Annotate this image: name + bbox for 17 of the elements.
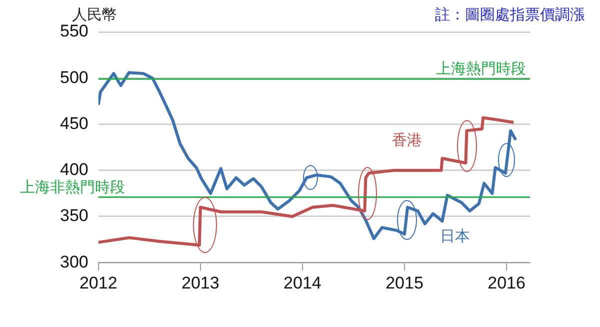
y-tick-label: 300 [60, 252, 88, 272]
x-tick-label: 2012 [79, 273, 118, 292]
ref-line-label: 上海熱門時段 [436, 60, 526, 78]
ref-line-label: 上海非熱門時段 [20, 178, 125, 196]
y-axis-title: 人民幣 [72, 6, 117, 24]
text: 註：圖圈處指票價調漲 [435, 6, 585, 24]
y-tick-label: 400 [60, 160, 88, 180]
y-tick-label: 350 [60, 206, 88, 226]
series-label: 香港 [392, 132, 422, 150]
y-tick-label: 500 [60, 68, 88, 87]
x-tick-label: 2014 [284, 273, 322, 292]
x-tick-label: 2015 [386, 273, 424, 292]
series-label: 日本 [440, 228, 470, 246]
x-tick-label: 2016 [488, 273, 526, 292]
x-tick-label: 2013 [181, 273, 220, 292]
y-tick-label: 450 [60, 114, 88, 133]
y-tick-label: 550 [60, 22, 88, 41]
